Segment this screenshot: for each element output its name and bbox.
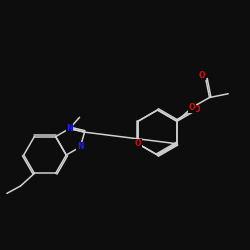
Text: N: N	[66, 124, 73, 133]
Text: O: O	[199, 70, 205, 80]
Text: O: O	[189, 103, 195, 112]
Text: N: N	[77, 142, 84, 152]
Text: O: O	[135, 139, 141, 148]
Text: O: O	[193, 106, 200, 114]
